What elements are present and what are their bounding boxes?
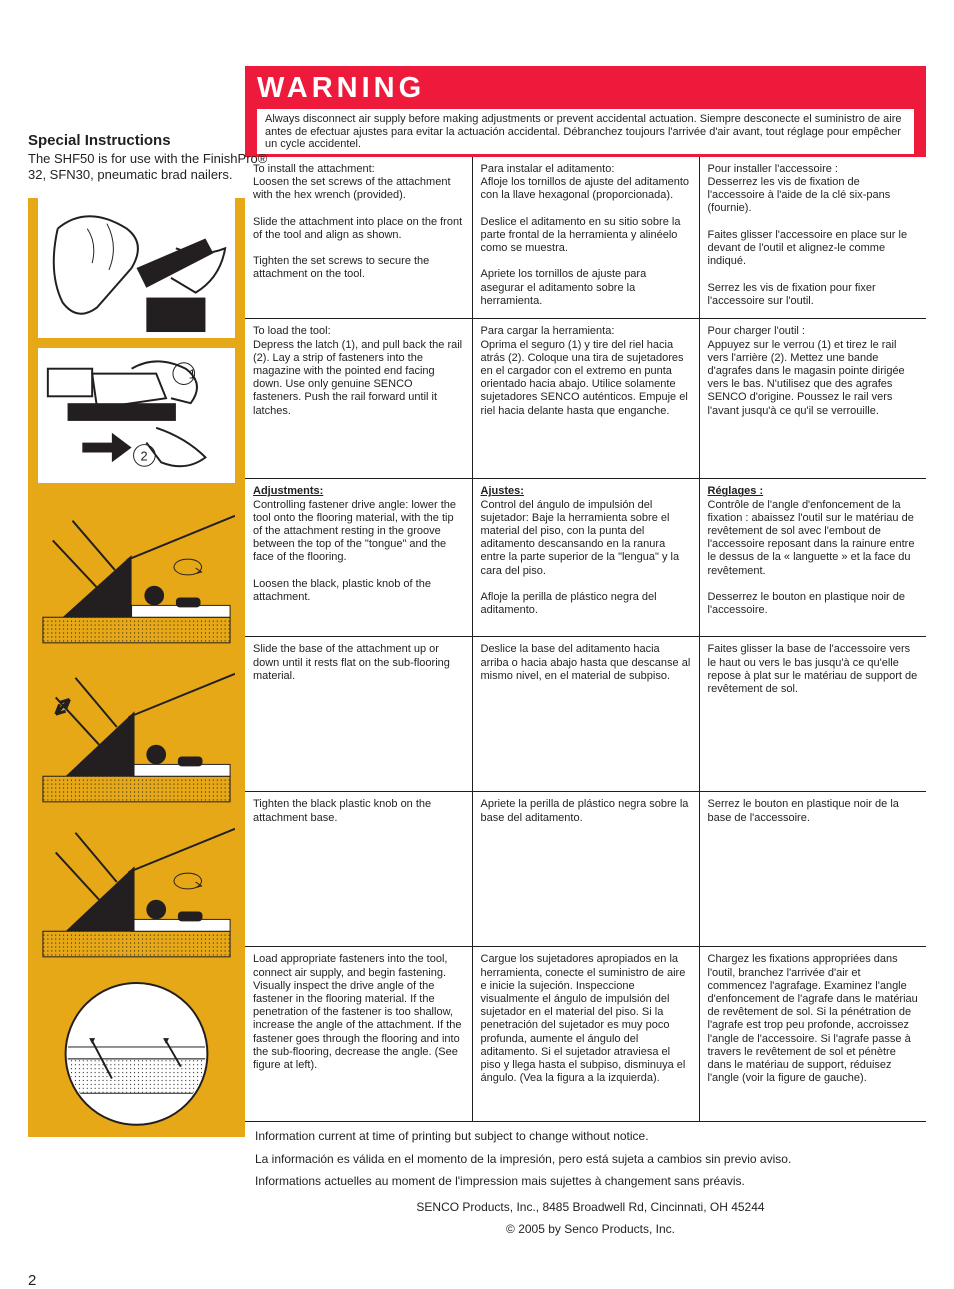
illustration-5: [28, 807, 245, 962]
table-row: Tighten the black plastic knob on the at…: [245, 792, 926, 947]
p: Chargez les fixations appropriées dans l…: [708, 953, 919, 1085]
section-header: Adjustments:: [253, 485, 464, 498]
cell-fr: Réglages : Contrôle de l'angle d'enfonce…: [699, 479, 926, 637]
cell-fr: Pour installer l'accessoire : Desserrez …: [699, 157, 926, 319]
cell-en: Adjustments: Controlling fastener drive …: [245, 479, 472, 637]
p: Loosen the black, plastic knob of the at…: [253, 578, 464, 604]
illustration-2: 1 2: [38, 348, 235, 483]
p: Serrez le bouton en plastique noir de la…: [708, 798, 919, 824]
p: Tighten the set screws to secure the att…: [253, 255, 464, 281]
cell-es: Apriete la perilla de plástico negra sob…: [472, 792, 699, 947]
cell-en: To install the attachment: Loosen the se…: [245, 157, 472, 319]
p: To load the tool:: [253, 325, 464, 338]
p: Apriete los tornillos de ajuste para ase…: [481, 268, 691, 308]
warning-inner: Always disconnect air supply before maki…: [257, 109, 914, 154]
instruction-table: To install the attachment: Loosen the se…: [245, 157, 926, 1123]
p: To install the attachment:: [253, 163, 464, 176]
p: Desserrez les vis de fixation de l'acces…: [708, 176, 919, 216]
cell-fr: Chargez les fixations appropriées dans l…: [699, 947, 926, 1122]
p: Deslice el aditamento en su sitio sobre …: [481, 216, 691, 256]
illustration-4: [28, 652, 245, 807]
footer-info: Information current at time of printing …: [245, 1128, 926, 1237]
table-row: Slide the base of the attachment up or d…: [245, 637, 926, 792]
p: Pour charger l'outil :: [708, 325, 919, 338]
p: Controlling fastener drive angle: lower …: [253, 499, 464, 565]
p: Slide the attachment into place on the f…: [253, 216, 464, 242]
p: Oprima el seguro (1) y tire del riel hac…: [481, 339, 691, 418]
illustration-panel: 1 2: [28, 198, 245, 1137]
special-heading: Special Instructions: [28, 132, 273, 149]
p: Loosen the set screws of the attachment …: [253, 176, 464, 202]
cell-fr: Faites glisser la base de l'accessoire v…: [699, 637, 926, 792]
table-row: Load appropriate fasteners into the tool…: [245, 947, 926, 1122]
cell-es: Para instalar el aditamento: Afloje los …: [472, 157, 699, 319]
p: Appuyez sur le verrou (1) et tirez le ra…: [708, 339, 919, 418]
left-column: Special Instructions The SHF50 is for us…: [28, 132, 273, 1137]
p: Faites glisser l'accessoire en place sur…: [708, 229, 919, 269]
special-instructions: Special Instructions The SHF50 is for us…: [28, 132, 273, 184]
p: Contrôle de l'angle d'enfoncement de la …: [708, 499, 919, 578]
cell-en: To load the tool: Depress the latch (1),…: [245, 319, 472, 479]
p: Serrez les vis de fixation pour fixer l'…: [708, 282, 919, 308]
p: Afloje los tornillos de ajuste del adita…: [481, 176, 691, 202]
p: Depress the latch (1), and pull back the…: [253, 339, 464, 418]
cell-es: Ajustes: Control del ángulo de impulsión…: [472, 479, 699, 637]
illustration-6: [28, 962, 245, 1137]
footer-line: Information current at time of printing …: [255, 1128, 926, 1144]
svg-text:2: 2: [140, 448, 147, 463]
special-body: The SHF50 is for use with the FinishPro®…: [28, 151, 273, 184]
warning-en: Always disconnect air supply before maki…: [265, 113, 697, 125]
section-header: Réglages :: [708, 485, 919, 498]
p: Afloje la perilla de plástico negra del …: [481, 591, 691, 617]
illustration-3: [28, 493, 245, 652]
footer-line: La información es válida en el momento d…: [255, 1151, 926, 1167]
p: Cargue los sujetadores apropiados en la …: [481, 953, 691, 1085]
cell-en: Tighten the black plastic knob on the at…: [245, 792, 472, 947]
warning-heading: WARNING: [257, 72, 914, 105]
warning-banner: WARNING Always disconnect air supply bef…: [245, 66, 926, 157]
p: Tighten the black plastic knob on the at…: [253, 798, 464, 824]
cell-en: Slide the base of the attachment up or d…: [245, 637, 472, 792]
p: Pour installer l'accessoire :: [708, 163, 919, 176]
cell-fr: Pour charger l'outil : Appuyez sur le ve…: [699, 319, 926, 479]
page-number: 2: [28, 1272, 36, 1289]
cell-es: Para cargar la herramienta: Oprima el se…: [472, 319, 699, 479]
footer-address: SENCO Products, Inc., 8485 Broadwell Rd,…: [255, 1199, 926, 1215]
p: Control del ángulo de impulsión del suje…: [481, 499, 691, 578]
cell-es: Deslice la base del aditamento hacia arr…: [472, 637, 699, 792]
p: Apriete la perilla de plástico negra sob…: [481, 798, 691, 824]
p: Desserrez le bouton en plastique noir de…: [708, 591, 919, 617]
p: Para instalar el aditamento:: [481, 163, 691, 176]
section-header: Ajustes:: [481, 485, 691, 498]
p: Slide the base of the attachment up or d…: [253, 643, 464, 683]
table-row: To load the tool: Depress the latch (1),…: [245, 319, 926, 479]
cell-es: Cargue los sujetadores apropiados en la …: [472, 947, 699, 1122]
cell-fr: Serrez le bouton en plastique noir de la…: [699, 792, 926, 947]
cell-en: Load appropriate fasteners into the tool…: [245, 947, 472, 1122]
table-row: Adjustments: Controlling fastener drive …: [245, 479, 926, 637]
footer-line: Informations actuelles au moment de l'im…: [255, 1173, 926, 1189]
p: Load appropriate fasteners into the tool…: [253, 953, 464, 1072]
footer-copyright: © 2005 by Senco Products, Inc.: [255, 1221, 926, 1237]
illustration-1: [38, 198, 235, 338]
table-row: To install the attachment: Loosen the se…: [245, 157, 926, 319]
p: Para cargar la herramienta:: [481, 325, 691, 338]
p: Deslice la base del aditamento hacia arr…: [481, 643, 691, 683]
p: Faites glisser la base de l'accessoire v…: [708, 643, 919, 696]
